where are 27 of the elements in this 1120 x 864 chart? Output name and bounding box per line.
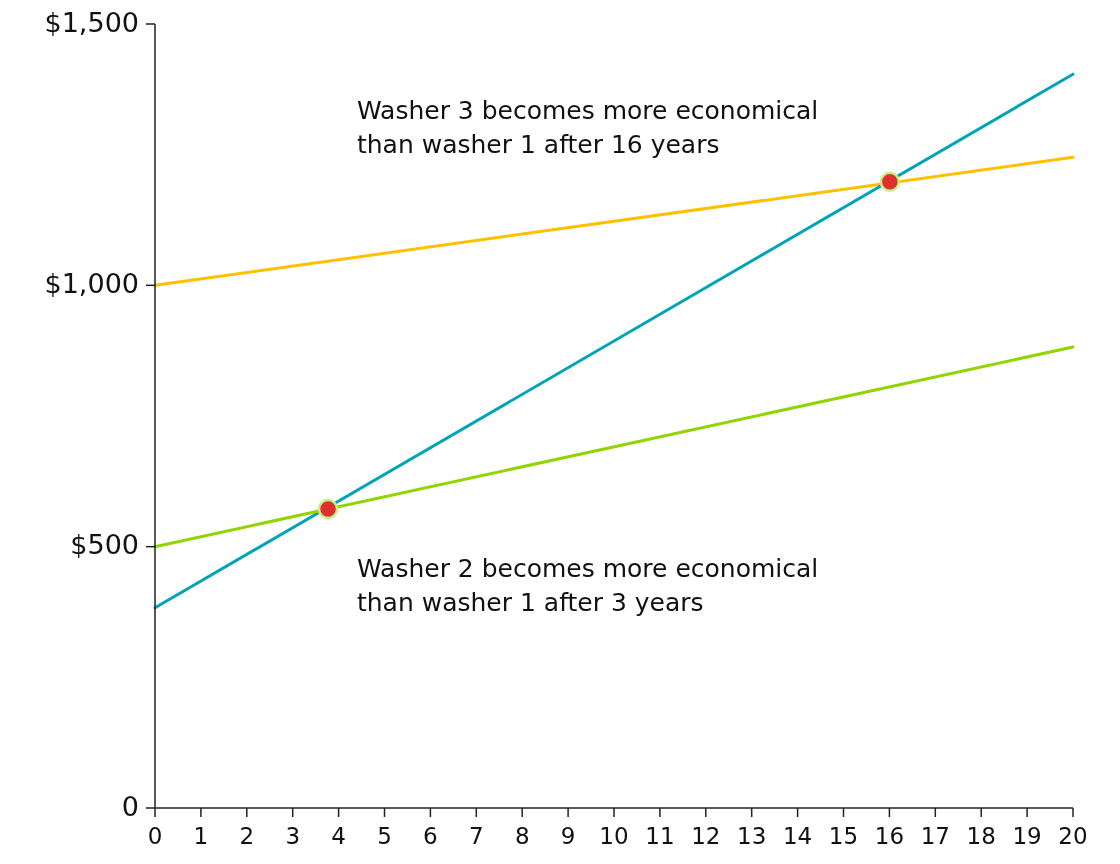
x-tick-label: 10 [599,823,629,849]
x-tick-label: 20 [1058,823,1088,849]
y-tick-label: 0 [121,790,139,822]
annotation: Washer 3 becomes more economical than washer 1 after 16 years [356,95,819,159]
x-tick-label: 15 [828,823,859,849]
x-tick-label: 11 [645,823,675,849]
x-tick-label: 17 [920,823,950,849]
x-tick-label: 6 [423,823,438,849]
x-tick-label: 19 [1012,823,1042,849]
x-tick-label: 16 [874,823,905,849]
x-tick-label: 5 [377,823,392,849]
x-tick-label: 3 [285,823,301,849]
annotation: Washer 2 becomes more economical than washer 1 after 3 years [356,554,819,618]
x-tick-label: 8 [514,823,530,849]
x-tick-label: 9 [560,823,576,849]
x-tick-label: 14 [782,823,813,849]
x-tick-label: 4 [331,823,346,849]
x-tick-label: 13 [737,823,767,849]
y-tick-label: $1,000 [44,267,139,299]
x-tick-label: 12 [691,823,721,849]
x-tick-label: 1 [193,823,209,849]
y-tick-label: $1,500 [44,6,139,38]
x-tick-label: 7 [468,823,484,849]
x-tick-label: 18 [966,823,996,849]
y-tick-label: $500 [70,529,139,561]
x-tick-label: 0 [147,823,163,849]
x-tick-label: 2 [239,823,255,849]
